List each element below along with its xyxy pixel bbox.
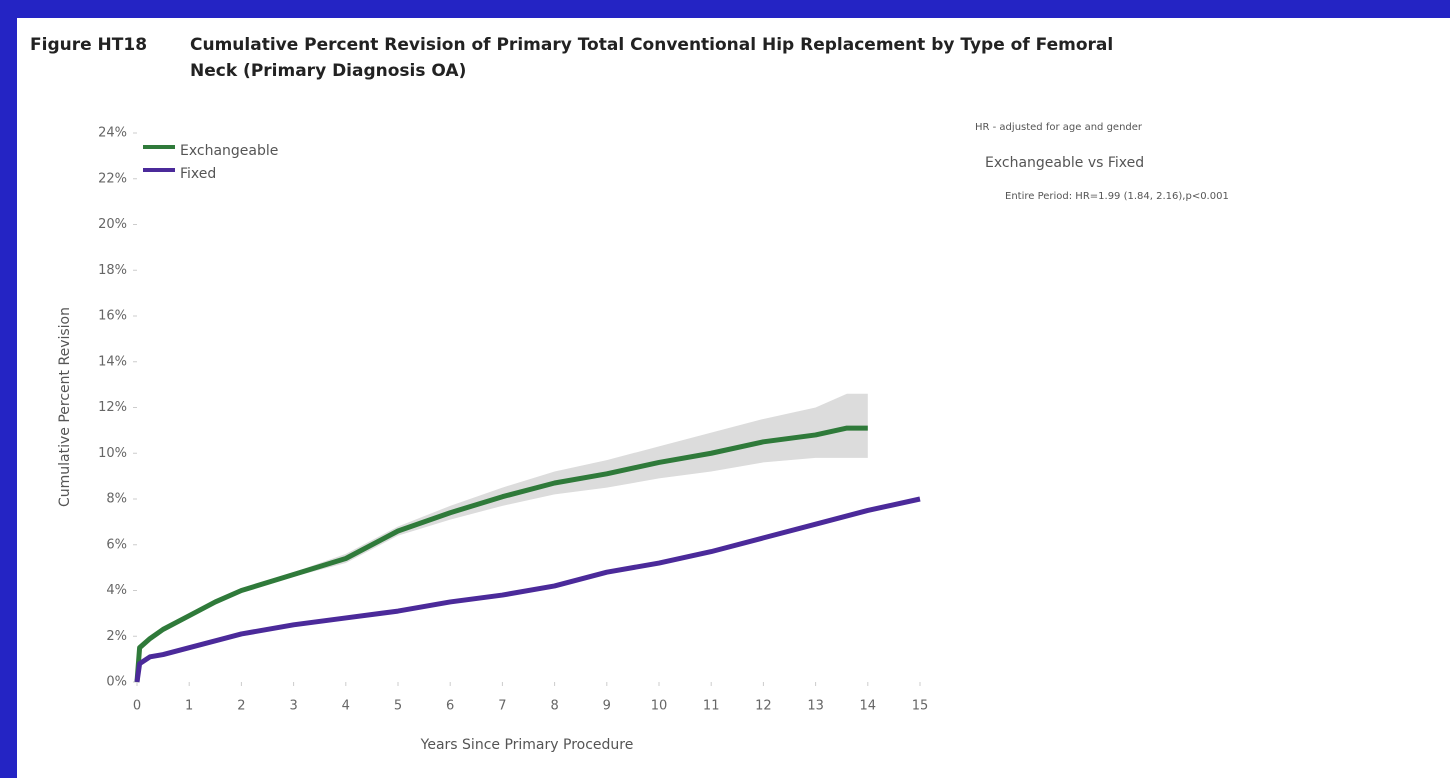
- y-tick-label: 16%: [98, 309, 127, 324]
- y-tick-label: 24%: [98, 126, 127, 141]
- annotation: HR - adjusted for age and gender: [975, 122, 1143, 133]
- y-tick-label: 2%: [106, 629, 127, 644]
- annotation: Entire Period: HR=1.99 (1.84, 2.16),p<0.…: [1005, 191, 1229, 202]
- series-line: [134, 425, 868, 683]
- y-tick-label: 6%: [106, 537, 127, 552]
- x-tick-label: 12: [755, 699, 772, 714]
- y-tick-label: 4%: [106, 583, 127, 598]
- annotation: Exchangeable vs Fixed: [985, 155, 1144, 171]
- y-tick-label: 20%: [98, 217, 127, 232]
- y-axis-label: Cumulative Percent Revision: [57, 307, 73, 507]
- confidence-band: [137, 393, 868, 682]
- x-tick-label: 8: [550, 699, 558, 714]
- y-tick-label: 8%: [106, 492, 127, 507]
- y-tick-label: 22%: [98, 171, 127, 186]
- x-tick-label: 13: [807, 699, 824, 714]
- y-tick-label: 14%: [98, 354, 127, 369]
- y-tick-label: 0%: [106, 675, 127, 690]
- x-tick-label: 9: [603, 699, 611, 714]
- chart-title: Cumulative Percent Revision of Primary T…: [190, 35, 1113, 81]
- x-tick-label: 6: [446, 699, 454, 714]
- y-tick-label: 10%: [98, 446, 127, 461]
- x-tick-label: 1: [185, 699, 193, 714]
- x-tick-label: 5: [394, 699, 402, 714]
- x-tick-label: 3: [289, 699, 297, 714]
- series-line: [134, 496, 921, 683]
- y-tick-label: 12%: [98, 400, 127, 415]
- x-tick-label: 10: [651, 699, 668, 714]
- x-tick-label: 15: [912, 699, 929, 714]
- x-tick-label: 2: [237, 699, 245, 714]
- x-tick-label: 11: [703, 699, 720, 714]
- legend-label: Exchangeable: [180, 143, 278, 159]
- figure-label: Figure HT18: [30, 35, 147, 55]
- x-tick-label: 14: [860, 699, 877, 714]
- slide-panel: [17, 18, 1450, 778]
- x-tick-label: 4: [342, 699, 350, 714]
- legend-label: Fixed: [180, 166, 216, 182]
- y-tick-label: 18%: [98, 263, 127, 278]
- x-axis-label: Years Since Primary Procedure: [420, 737, 634, 753]
- x-tick-label: 0: [133, 699, 141, 714]
- x-tick-label: 7: [498, 699, 506, 714]
